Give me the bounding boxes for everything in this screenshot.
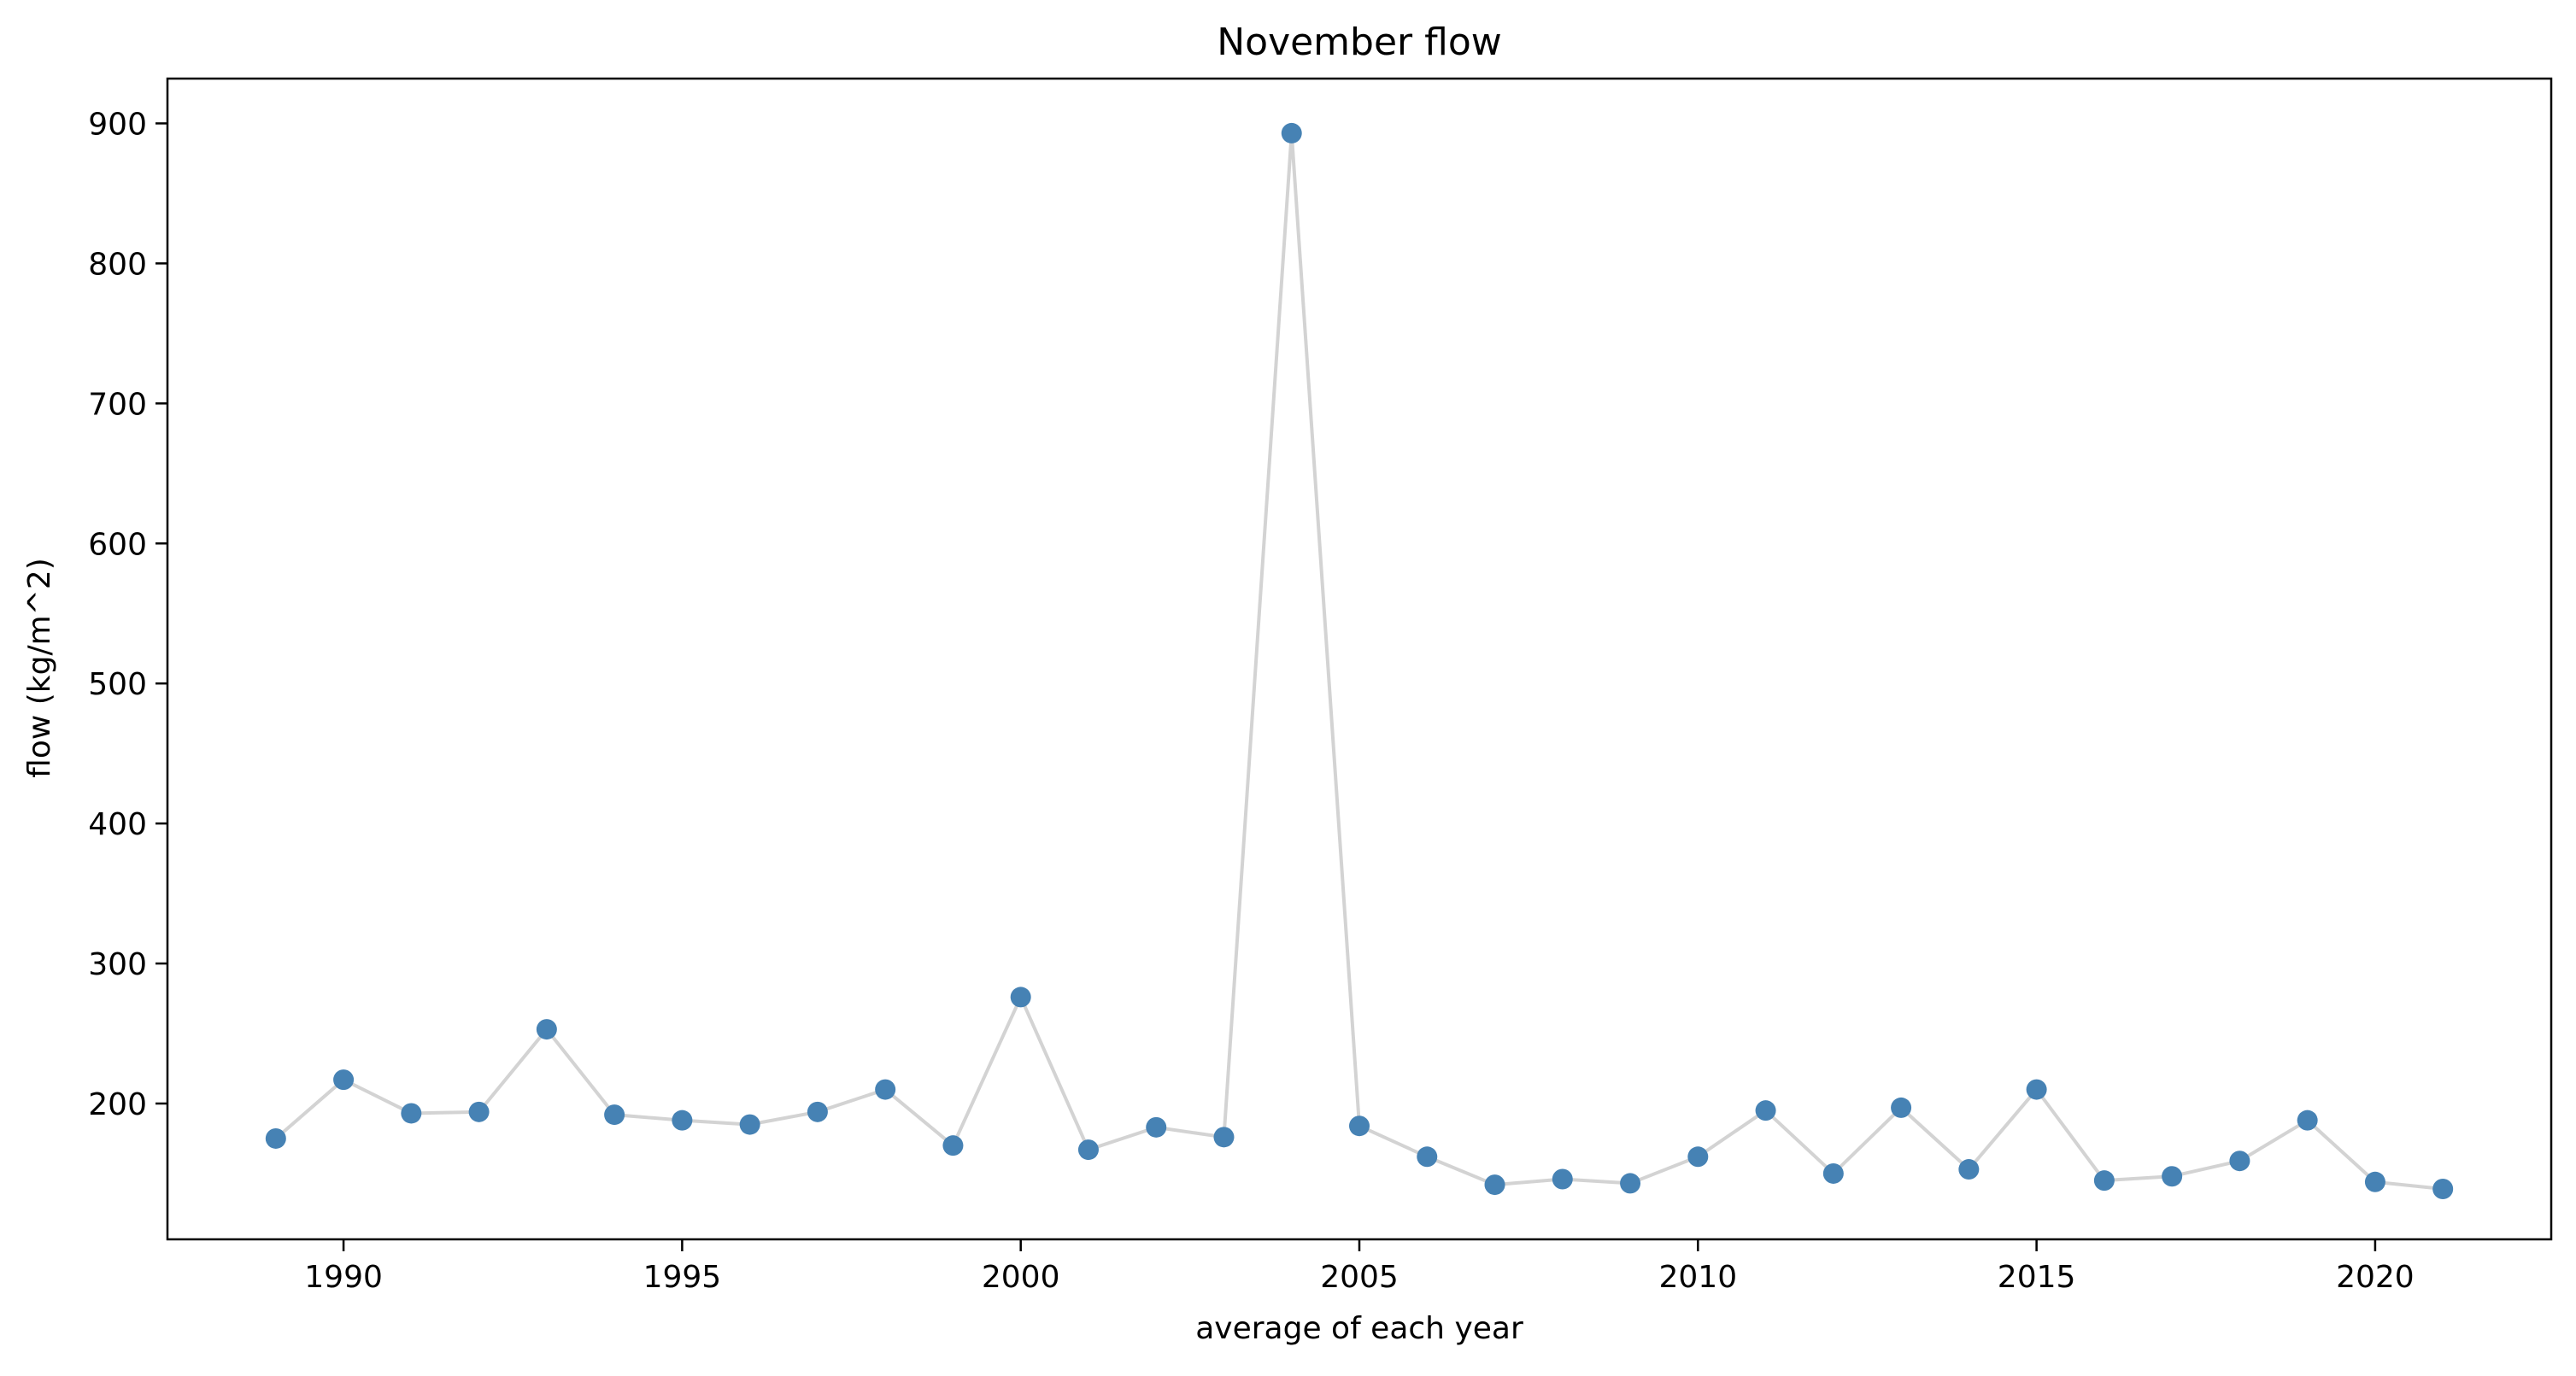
- data-point-2004: [1281, 122, 1302, 143]
- data-point-1995: [672, 1110, 693, 1131]
- data-point-2021: [2432, 1178, 2454, 1199]
- data-point-2020: [2364, 1171, 2385, 1192]
- data-point-1996: [739, 1114, 760, 1135]
- data-point-1994: [604, 1104, 625, 1126]
- data-point-2003: [1213, 1127, 1235, 1148]
- data-point-2001: [1077, 1139, 1099, 1161]
- data-point-2012: [1822, 1162, 1844, 1184]
- data-point-2014: [1958, 1159, 1980, 1180]
- plot-frame: [166, 77, 2553, 1241]
- y-tick-label: 700: [88, 387, 147, 422]
- data-point-2015: [2026, 1079, 2047, 1100]
- y-tick-label: 400: [88, 807, 147, 842]
- data-point-1998: [875, 1079, 896, 1100]
- plot-area: [265, 122, 2454, 1199]
- data-point-2013: [1891, 1097, 1912, 1118]
- data-point-2008: [1552, 1168, 1573, 1190]
- data-point-2007: [1484, 1174, 1505, 1196]
- x-axis: 1990 1995 2000 2005 2010 2015 2020: [304, 1239, 2415, 1295]
- data-point-2006: [1417, 1146, 1438, 1168]
- y-tick-label: 300: [88, 947, 147, 982]
- y-tick-label: 800: [88, 247, 147, 282]
- y-tick-label: 600: [88, 527, 147, 562]
- data-point-1997: [807, 1101, 828, 1122]
- data-point-1992: [468, 1101, 490, 1122]
- data-point-2017: [2162, 1166, 2183, 1187]
- x-tick-label: 2005: [1320, 1260, 1399, 1295]
- data-point-1999: [942, 1135, 964, 1156]
- x-tick-label: 2015: [1998, 1260, 2076, 1295]
- data-point-2002: [1146, 1116, 1167, 1138]
- x-axis-label: average of each year: [1195, 1311, 1523, 1346]
- data-point-2019: [2297, 1110, 2318, 1131]
- y-tick-label: 200: [88, 1087, 147, 1122]
- data-point-1989: [265, 1127, 286, 1149]
- y-axis: 200 300 400 500 600 700 800 900: [88, 107, 167, 1122]
- data-point-1990: [333, 1069, 355, 1091]
- data-point-2009: [1620, 1173, 1641, 1194]
- x-tick-label: 1990: [304, 1260, 383, 1295]
- data-point-2010: [1687, 1146, 1709, 1168]
- data-point-2005: [1349, 1115, 1370, 1137]
- x-tick-label: 2020: [2336, 1260, 2415, 1295]
- y-tick-label: 900: [88, 107, 147, 142]
- data-point-1993: [536, 1019, 557, 1040]
- data-point-2018: [2229, 1151, 2250, 1172]
- data-point-2011: [1755, 1100, 1776, 1121]
- data-point-2000: [1010, 987, 1031, 1008]
- y-tick-label: 500: [88, 667, 147, 702]
- data-point-2016: [2093, 1170, 2115, 1192]
- x-tick-label: 1995: [643, 1260, 722, 1295]
- data-point-1991: [401, 1103, 422, 1124]
- y-axis-label: flow (kg/m^2): [22, 558, 57, 778]
- chart-title: November flow: [1217, 20, 1502, 64]
- x-tick-label: 2000: [982, 1260, 1060, 1295]
- x-tick-label: 2010: [1658, 1260, 1737, 1295]
